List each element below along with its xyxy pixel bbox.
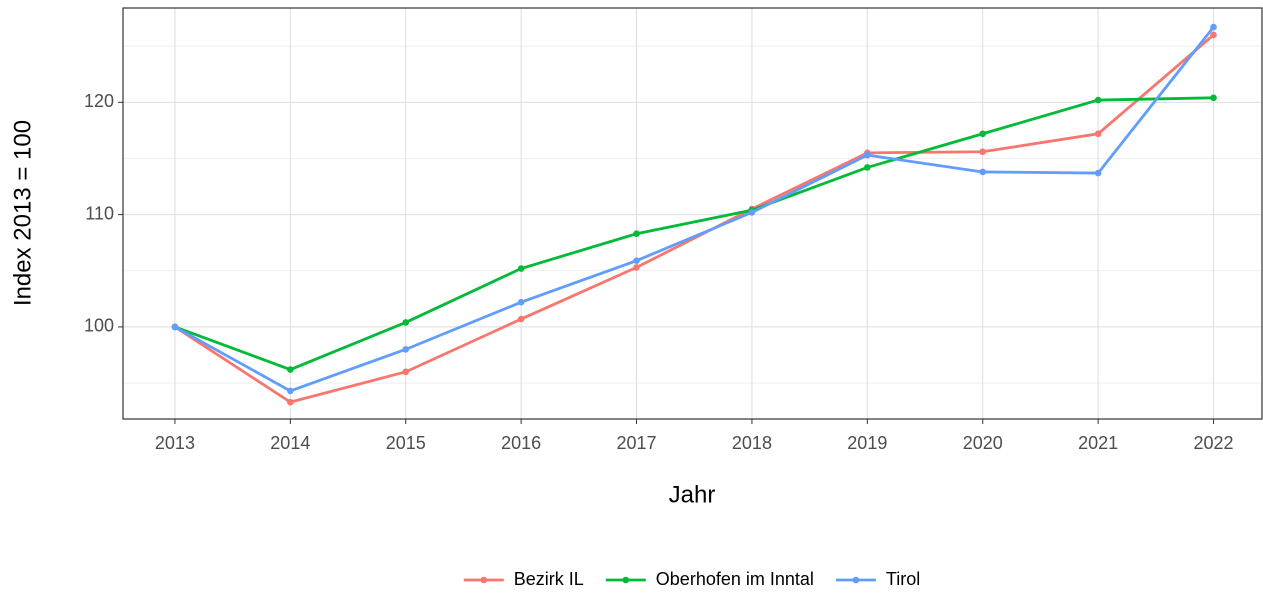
data-point — [864, 164, 871, 171]
legend-label: Tirol — [886, 569, 920, 589]
x-tick-label: 2015 — [386, 433, 426, 453]
data-point — [517, 265, 525, 272]
data-point — [402, 368, 410, 376]
data-point — [1094, 96, 1102, 104]
data-point — [633, 264, 640, 271]
data-point — [1210, 94, 1217, 102]
data-point — [979, 168, 987, 176]
series-line — [174, 26, 1215, 393]
data-point — [287, 387, 294, 395]
x-tick-label: 2013 — [155, 433, 195, 453]
x-tick-label: 2014 — [270, 433, 310, 453]
x-tick-label: 2022 — [1194, 433, 1234, 453]
x-tick-label: 2016 — [501, 433, 541, 453]
legend-key-point — [480, 576, 488, 584]
x-tick-label: 2017 — [617, 433, 657, 453]
legend-key-point — [622, 576, 630, 584]
series-line — [174, 96, 1214, 372]
data-point — [1094, 130, 1102, 138]
y-tick-label: 120 — [84, 91, 114, 111]
data-point — [402, 346, 410, 353]
data-point — [517, 315, 525, 323]
data-point — [633, 230, 640, 238]
data-point — [748, 209, 756, 216]
data-point — [517, 298, 525, 306]
data-point — [287, 398, 294, 406]
legend-key-point — [852, 576, 860, 584]
x-tick-label: 2018 — [732, 433, 772, 453]
x-tick-label: 2021 — [1078, 433, 1118, 453]
y-axis-title: Index 2013 = 100 — [9, 120, 36, 306]
data-point — [1094, 169, 1102, 177]
data-point — [1210, 31, 1217, 39]
legend: Bezirk IL Oberhofen im Inntal Tirol — [463, 569, 920, 589]
data-point — [633, 257, 640, 264]
data-point — [864, 151, 871, 159]
y-tick-label: 100 — [84, 316, 114, 336]
data-point — [402, 319, 410, 326]
data-point — [979, 130, 987, 138]
legend-label: Bezirk IL — [514, 569, 584, 589]
data-point — [979, 148, 987, 156]
data-point — [1210, 23, 1217, 31]
y-tick-label: 110 — [85, 203, 114, 223]
x-tick-label: 2019 — [847, 433, 887, 453]
data-point — [287, 366, 294, 373]
series-line — [174, 33, 1215, 404]
x-tick-label: 2020 — [963, 433, 1003, 453]
legend-label: Oberhofen im Inntal — [656, 569, 814, 589]
plot-border — [122, 7, 1263, 420]
data-point — [171, 323, 179, 331]
x-axis-title: Jahr — [669, 481, 716, 508]
